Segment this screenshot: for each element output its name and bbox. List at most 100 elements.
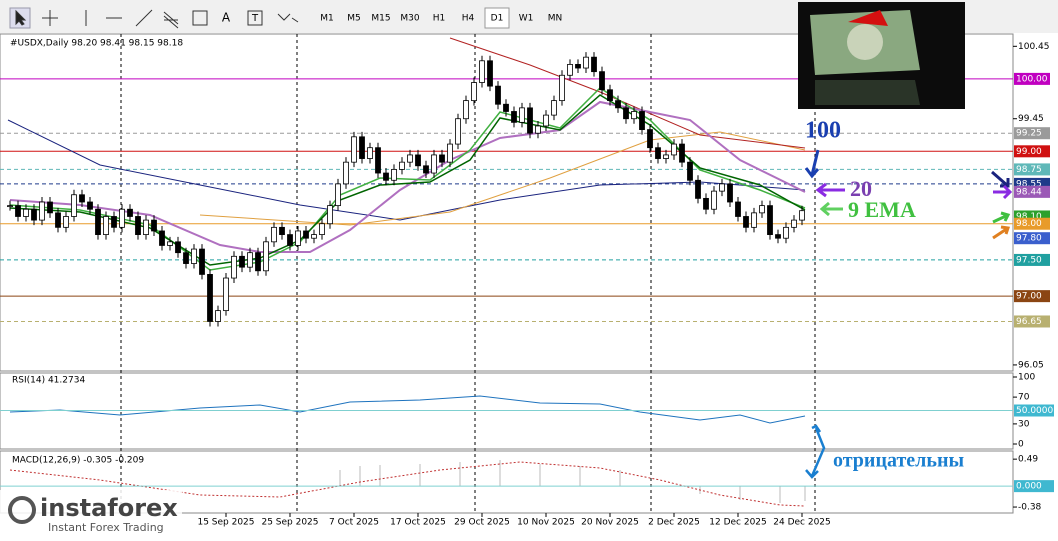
candle-body (527, 107, 533, 134)
price-level-box (1014, 232, 1050, 245)
candle-body (591, 56, 597, 73)
axis-tick-label: -0.38 (1018, 503, 1042, 513)
candle-body (319, 223, 325, 235)
price-level-box (1014, 127, 1050, 140)
candle-body (663, 154, 669, 159)
candle-body (519, 107, 525, 123)
candle-body (615, 100, 621, 109)
candle-body (679, 143, 685, 163)
arrow-9-ema (819, 201, 843, 217)
timeframe-button[interactable]: M5 (347, 14, 361, 24)
candle-body (255, 252, 261, 272)
date-label: 29 Oct 2025 (454, 518, 510, 528)
candle-body (559, 74, 565, 102)
timeframe-button[interactable]: M1 (320, 14, 334, 24)
candle-body (607, 89, 613, 102)
candle-body (791, 219, 797, 228)
candle-body (503, 103, 509, 112)
price-level-box (1014, 163, 1050, 176)
candle-body (31, 208, 37, 221)
price-level-label: 99.00 (1016, 147, 1042, 157)
axis-tick-label: 0.49 (1018, 455, 1038, 465)
timeframe-button[interactable]: MN (548, 14, 563, 24)
price-tick-label: 96.05 (1018, 360, 1044, 370)
price-tick-label: 100.45 (1018, 42, 1050, 52)
timeframe-button[interactable]: D1 (491, 14, 504, 24)
rsi-line (9, 395, 806, 424)
timeframe-button[interactable]: H1 (433, 14, 446, 24)
candle-body (487, 60, 493, 87)
arrow-100 (804, 149, 820, 179)
candle-body (703, 197, 709, 210)
date-label: 12 Dec 2025 (709, 518, 767, 528)
candle-body (431, 154, 437, 174)
ma-red (449, 37, 806, 149)
candle-body (783, 226, 789, 239)
price-level-label: 97.00 (1016, 292, 1042, 302)
candle-body (535, 125, 541, 134)
candle-body (295, 230, 301, 246)
candle-body (399, 161, 405, 170)
date-label: 24 Dec 2025 (773, 518, 831, 528)
annotation-100: 100 (805, 118, 841, 144)
candle-body (183, 252, 189, 264)
candle-body (639, 111, 645, 130)
candle-body (327, 205, 333, 225)
annotation-macd: отрицательны (833, 450, 964, 472)
candle-body (71, 194, 77, 217)
candle-body (471, 82, 477, 102)
ma-100 (7, 119, 806, 221)
axis-arrows (991, 170, 1013, 240)
price-level-label: 98.10 (1016, 212, 1042, 222)
candle-body (191, 248, 197, 264)
level-label: 50.0000 (1016, 406, 1053, 416)
timeframe-button[interactable]: M30 (400, 14, 419, 24)
candle-body (271, 226, 277, 243)
macd-header: MACD(12,26,9) -0.305 -0.209 (12, 456, 144, 466)
price-level-box (1014, 145, 1050, 158)
price-level-label: 100.00 (1016, 74, 1048, 84)
candle-body (759, 205, 765, 214)
candle-body (247, 252, 253, 268)
price-level-label: 97.50 (1016, 255, 1042, 265)
price-level-label: 98.44 (1016, 187, 1042, 197)
candle-body (143, 219, 149, 235)
candle-body (551, 100, 557, 116)
candle-body (695, 179, 701, 199)
candle-body (343, 161, 349, 185)
label-tool-glyph: T (251, 13, 259, 24)
price-level-box (1014, 315, 1050, 328)
date-label: 17 Oct 2025 (390, 518, 446, 528)
candle-body (15, 205, 21, 217)
axis-tick-label: 0 (1018, 440, 1024, 450)
level-box (1014, 480, 1054, 493)
candle-body (415, 154, 421, 167)
candle-body (583, 56, 589, 69)
annotation-20: 20 (850, 176, 872, 201)
logo-name: instaforex (40, 494, 178, 522)
candle-body (543, 114, 549, 127)
candle-body (335, 183, 341, 207)
candle-body (167, 241, 173, 246)
date-label: 7 Oct 2025 (329, 518, 379, 528)
candle-body (391, 169, 397, 181)
candle-body (127, 208, 133, 217)
price-level-label: 97.80 (1016, 234, 1042, 244)
candle-body (511, 111, 517, 123)
level-label: 0.000 (1016, 482, 1042, 492)
candle-body (303, 230, 309, 239)
candle-body (671, 143, 677, 156)
candle-body (215, 310, 221, 322)
candle-body (95, 208, 101, 235)
timeframe-button[interactable]: W1 (519, 14, 534, 24)
candle-body (351, 136, 357, 163)
ma-200 (199, 131, 806, 226)
candle-body (575, 64, 581, 69)
timeframe-button[interactable]: H4 (462, 14, 475, 24)
candle-body (623, 107, 629, 120)
timeframe-button[interactable]: M15 (371, 14, 390, 24)
rsi-header: RSI(14) 41.2734 (12, 376, 85, 386)
text-tool[interactable]: A (222, 11, 231, 25)
candle-body (103, 216, 109, 235)
